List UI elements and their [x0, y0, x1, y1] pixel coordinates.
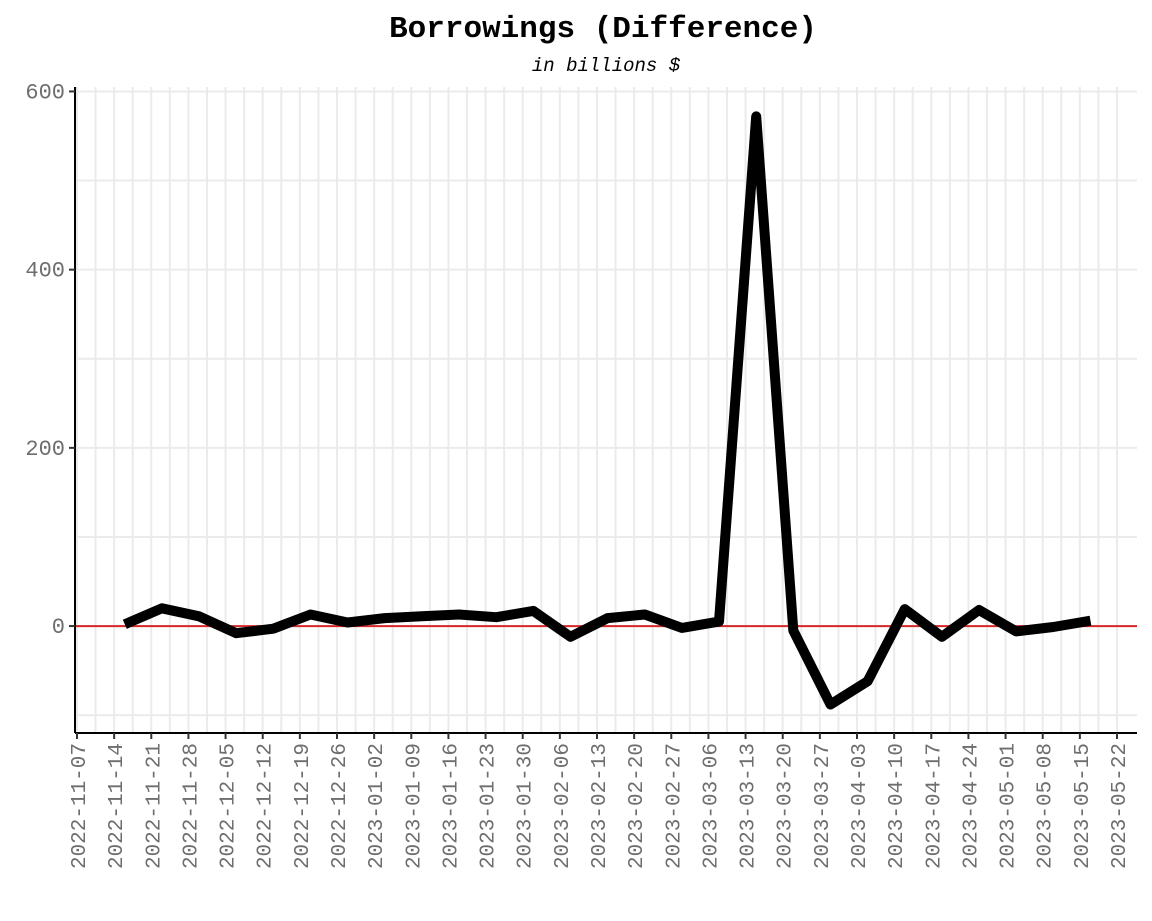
x-tick-label: 2023-02-27 [663, 743, 686, 869]
x-tick-label: 2023-05-08 [1035, 743, 1058, 869]
x-tick-label: 2022-12-12 [255, 743, 278, 869]
x-tick-label: 2023-01-23 [478, 743, 501, 869]
x-tick-label: 2023-04-24 [960, 743, 983, 869]
chart-subtitle: in billions $ [532, 55, 681, 77]
x-tick-label: 2023-03-27 [812, 743, 835, 869]
x-tick-label: 2023-01-30 [515, 743, 538, 869]
borrowings-series-line [122, 111, 1092, 710]
x-tick-label: 2023-05-01 [998, 743, 1021, 869]
x-axis-ticks: 2022-11-07 2022-11-14 2022-11-21 2022-11-28… [69, 733, 1132, 869]
x-tick-label: 2023-02-13 [589, 743, 612, 869]
x-tick-label: 2023-03-20 [775, 743, 798, 869]
x-tick-label: 2022-12-26 [329, 743, 352, 869]
y-tick-label: 400 [25, 259, 65, 284]
x-tick-label: 2022-12-05 [218, 743, 241, 869]
x-tick-label: 2023-01-16 [440, 743, 463, 869]
y-tick-label: 200 [25, 437, 65, 462]
chart-title: Borrowings (Difference) [389, 12, 817, 47]
x-tick-label: 2023-01-09 [403, 743, 426, 869]
x-tick-label: 2023-02-20 [626, 743, 649, 869]
x-tick-label: 2023-01-02 [366, 743, 389, 869]
y-tick-label: 600 [25, 80, 65, 105]
x-tick-label: 2022-12-19 [292, 743, 315, 869]
x-tick-label: 2023-05-22 [1109, 743, 1132, 869]
x-tick-label: 2022-11-07 [69, 743, 92, 869]
x-tick-label: 2023-03-13 [738, 743, 761, 869]
x-tick-label: 2022-11-14 [106, 743, 129, 869]
x-tick-label: 2023-04-03 [849, 743, 872, 869]
x-tick-label: 2023-02-06 [552, 743, 575, 869]
y-tick-label: 0 [52, 615, 65, 640]
x-tick-label: 2023-05-15 [1072, 743, 1095, 869]
x-tick-label: 2023-03-06 [700, 743, 723, 869]
x-tick-label: 2023-04-17 [923, 743, 946, 869]
x-tick-label: 2022-11-21 [143, 743, 166, 869]
x-tick-label: 2022-11-28 [180, 743, 203, 869]
x-tick-label: 2023-04-10 [886, 743, 909, 869]
y-axis-ticks: 0 200 400 600 [25, 80, 75, 640]
